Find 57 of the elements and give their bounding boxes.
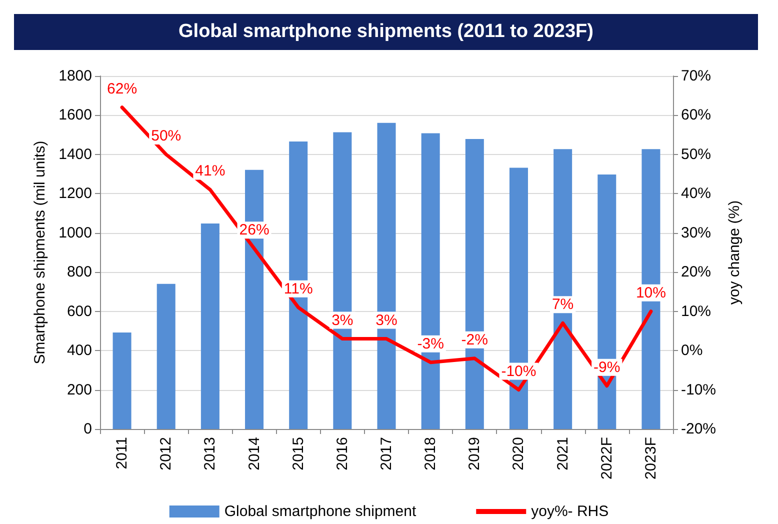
x-tick-label: 2011 bbox=[114, 437, 131, 470]
x-tick-label: 2023F bbox=[642, 437, 660, 480]
data-label: -2% bbox=[461, 331, 488, 348]
y2-tick-label: 10% bbox=[681, 302, 712, 320]
y-tick-label: 1400 bbox=[58, 146, 92, 163]
y-tick-label: 0 bbox=[84, 420, 92, 438]
y2-axis-title: yoy change (%) bbox=[726, 200, 743, 305]
x-tick-label: 2021 bbox=[554, 437, 572, 470]
data-label: 7% bbox=[552, 296, 574, 314]
chart-title: Global smartphone shipments (2011 to 2023F) bbox=[14, 14, 758, 50]
y2-tick-label: -10% bbox=[681, 381, 716, 398]
data-label: 10% bbox=[636, 284, 666, 302]
x-tick-label: 2018 bbox=[422, 437, 440, 470]
x-tick-label: 2020 bbox=[510, 437, 528, 470]
data-label: 41% bbox=[195, 162, 226, 180]
y2-tick-label: 30% bbox=[681, 224, 712, 242]
y-axis-title: Smartphone shipments (mil units) bbox=[32, 140, 49, 364]
x-tick-label: 2017 bbox=[378, 437, 395, 470]
y-tick-label: 400 bbox=[66, 342, 92, 360]
legend-label: Global smartphone shipment bbox=[224, 503, 417, 520]
data-label: -3% bbox=[417, 335, 444, 352]
y-tick-label: 600 bbox=[66, 302, 92, 320]
x-tick-label: 2019 bbox=[466, 437, 484, 470]
data-label: -9% bbox=[594, 358, 620, 376]
data-label: -10% bbox=[501, 362, 536, 380]
bar bbox=[377, 122, 396, 429]
y-tick-label: 200 bbox=[66, 381, 92, 398]
data-label: 11% bbox=[284, 280, 313, 298]
y2-tick-label: 50% bbox=[681, 146, 712, 163]
data-label: 3% bbox=[376, 312, 398, 329]
y2-tick-label: 40% bbox=[681, 185, 712, 202]
x-tick-label: 2014 bbox=[246, 437, 263, 470]
legend-label: yoy%- RHS bbox=[531, 503, 609, 520]
bar bbox=[156, 284, 176, 429]
data-label: 26% bbox=[239, 222, 270, 239]
x-tick-label: 2016 bbox=[334, 437, 351, 470]
y-tick-label: 1200 bbox=[58, 185, 92, 202]
bar bbox=[200, 223, 220, 429]
data-label: 50% bbox=[151, 127, 182, 144]
y-tick-label: 800 bbox=[66, 264, 92, 281]
data-label: 3% bbox=[332, 312, 354, 329]
y2-tick-label: 0% bbox=[681, 342, 703, 360]
y-tick-label: 1000 bbox=[58, 224, 92, 242]
y-tick-label: 1800 bbox=[58, 68, 92, 84]
y2-tick-label: 60% bbox=[681, 106, 712, 124]
x-tick-label: 2012 bbox=[158, 437, 175, 470]
y-tick-label: 1600 bbox=[58, 106, 92, 124]
x-tick-label: 2022F bbox=[598, 437, 616, 480]
bar bbox=[554, 149, 572, 429]
y2-tick-label: 20% bbox=[681, 264, 712, 281]
bar bbox=[333, 132, 352, 429]
x-tick-label: 2015 bbox=[290, 437, 307, 470]
bar bbox=[112, 332, 132, 429]
data-label: 62% bbox=[107, 80, 138, 98]
y2-tick-label: -20% bbox=[681, 420, 716, 438]
y2-tick-label: 70% bbox=[681, 68, 712, 84]
x-tick-label: 2013 bbox=[202, 437, 219, 470]
